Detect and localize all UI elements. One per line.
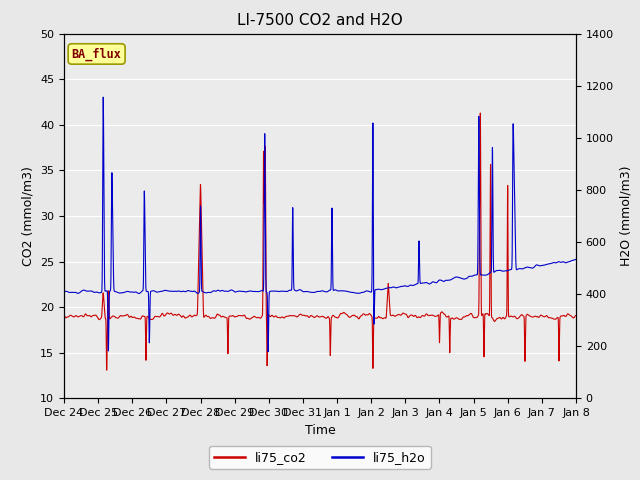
Y-axis label: H2O (mmol/m3): H2O (mmol/m3) [620, 166, 632, 266]
li75_co2 [477, 110, 484, 116]
Legend: li75_co2, li75_h2o: li75_co2, li75_h2o [209, 446, 431, 469]
li75_co2 [256, 315, 264, 321]
li75_h2o [572, 256, 580, 262]
li75_h2o [394, 285, 401, 290]
li75_h2o [153, 289, 161, 295]
li75_co2 [103, 367, 111, 373]
Line: li75_h2o: li75_h2o [64, 97, 576, 352]
Text: BA_flux: BA_flux [72, 48, 122, 60]
li75_h2o [367, 289, 375, 295]
li75_co2 [442, 313, 450, 319]
Title: LI-7500 CO2 and H2O: LI-7500 CO2 and H2O [237, 13, 403, 28]
li75_h2o [264, 349, 272, 355]
li75_co2 [572, 312, 580, 318]
li75_h2o [99, 94, 107, 100]
li75_h2o [442, 277, 450, 283]
Y-axis label: CO2 (mmol/m3): CO2 (mmol/m3) [22, 166, 35, 266]
li75_h2o [481, 272, 489, 278]
li75_co2 [393, 312, 401, 318]
li75_h2o [60, 289, 68, 295]
li75_h2o [256, 288, 264, 294]
li75_co2 [60, 312, 68, 318]
Line: li75_co2: li75_co2 [64, 113, 576, 370]
li75_co2 [153, 313, 161, 319]
X-axis label: Time: Time [305, 424, 335, 437]
li75_co2 [367, 312, 375, 318]
li75_co2 [481, 311, 489, 317]
